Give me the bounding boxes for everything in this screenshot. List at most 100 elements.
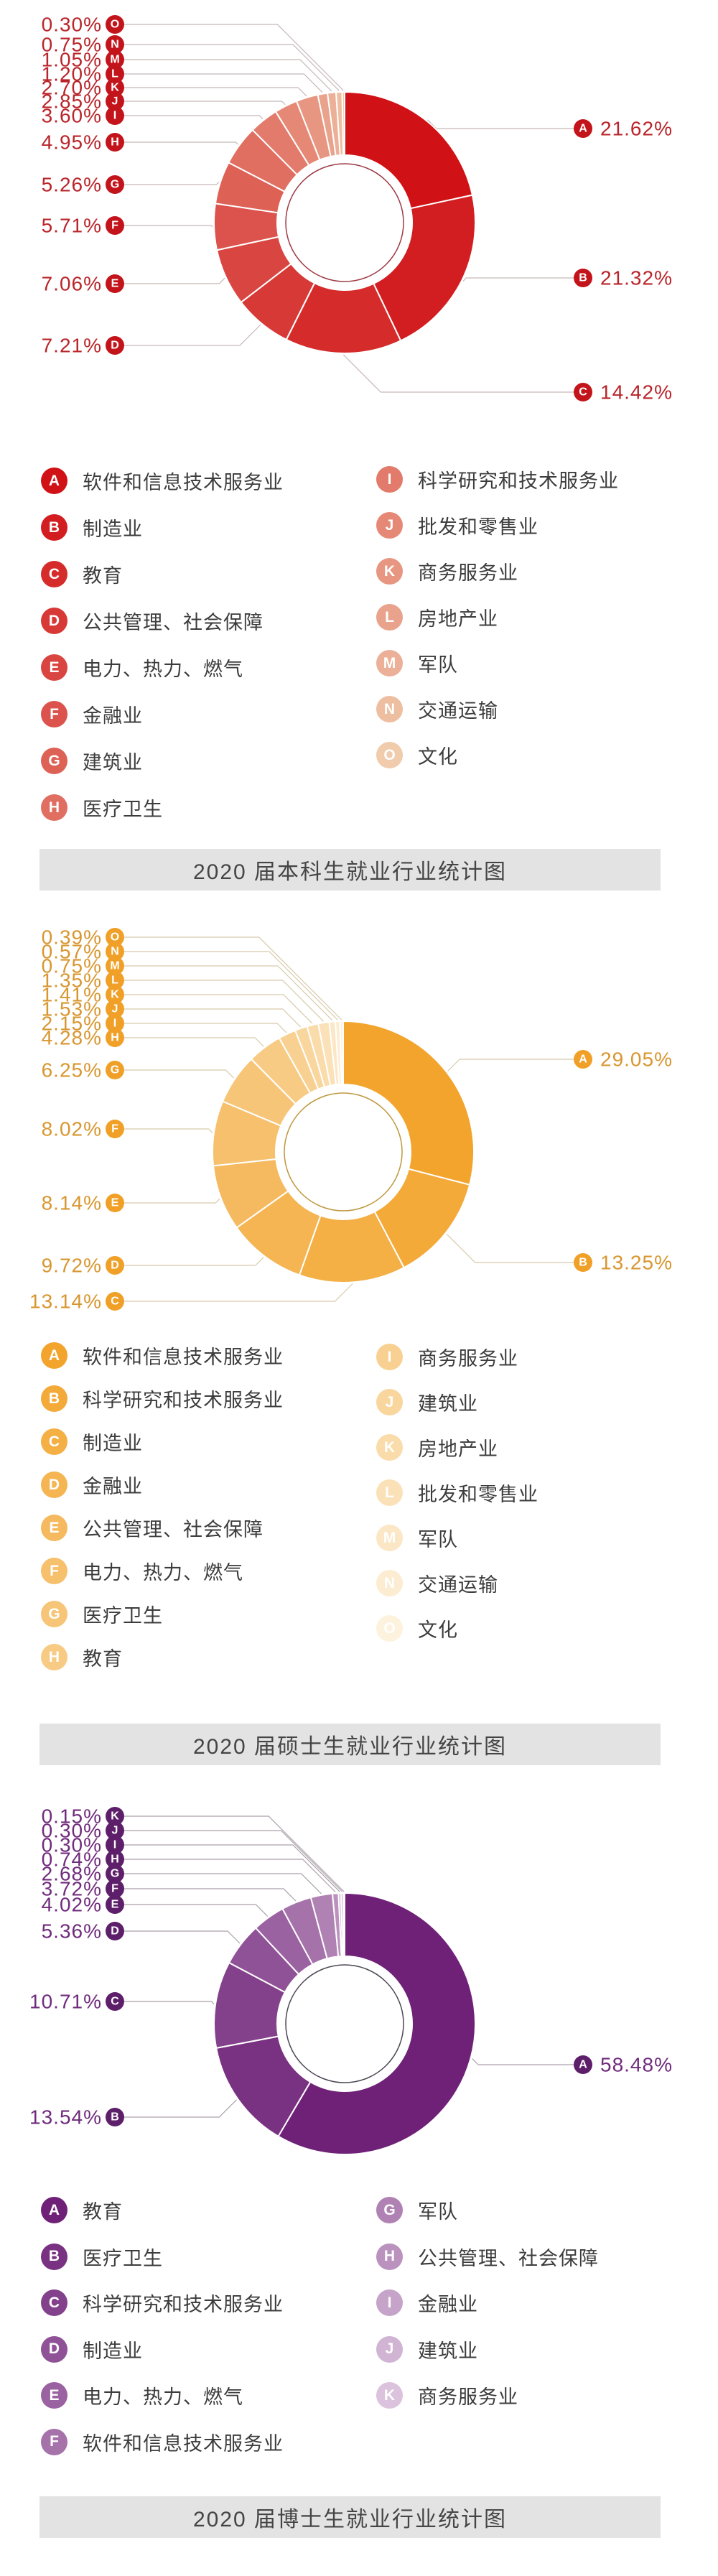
callout-badge-E — [106, 274, 124, 293]
donut-chart-master: A 29.05% B 13.25% C 13.14% D 9.72% E 8.14% F 8.02% G… — [29, 926, 672, 1313]
callout-badge-L — [106, 971, 124, 990]
legend-item-N: N 交通运输 — [376, 1569, 498, 1597]
callout-value-F: 8.02% — [42, 1118, 102, 1140]
leader-line-C — [342, 354, 574, 393]
legend-label-D: 金融业 — [83, 1476, 143, 1497]
legend-item-A: A 软件和信息技术服务业 — [41, 467, 284, 495]
legend-label-B: 医疗卫生 — [83, 2247, 163, 2269]
callout-letter-B: B — [579, 1257, 587, 1269]
callout-value-I: 3.60% — [42, 105, 102, 127]
callout-letter-B: B — [579, 272, 587, 284]
callout-badge-K — [106, 985, 124, 1004]
callout-badge-A — [574, 2055, 592, 2074]
legend-item-L: L 批发和零售业 — [376, 1479, 538, 1507]
legend-badge-B: B — [41, 1385, 67, 1412]
callout-letter-K: K — [111, 1810, 119, 1823]
legend-label-F: 电力、热力、燃气 — [83, 1562, 243, 1584]
leader-line-K — [124, 1815, 345, 1892]
callout-letter-L: L — [111, 68, 118, 80]
leader-line-F — [124, 1128, 213, 1133]
legend-label-K: 商务服务业 — [418, 2386, 518, 2408]
callout-badge-A — [574, 119, 592, 138]
legend-label-B: 制造业 — [83, 519, 143, 540]
legend-item-I: I 金融业 — [376, 2289, 478, 2317]
callout-badge-L — [106, 65, 124, 83]
legend-label-C: 科学研究和技术服务业 — [83, 2294, 284, 2315]
legend-item-G: G 军队 — [376, 2196, 458, 2224]
callout-badge-D — [106, 1922, 124, 1940]
legend-item-D: D 公共管理、社会保障 — [41, 607, 264, 635]
callout-badge-H — [106, 133, 124, 152]
callout-badge-D — [106, 1256, 124, 1275]
callout-value-K: 1.41% — [42, 984, 102, 1006]
legend-item-A: A 软件和信息技术服务业 — [41, 1342, 284, 1370]
legend-badge-F: F — [41, 701, 67, 727]
leader-line-E — [124, 1198, 220, 1204]
callout-letter-H: H — [111, 1854, 119, 1866]
legend-badge-C: C — [41, 1428, 67, 1455]
slice-K — [342, 1892, 345, 1957]
callout-badge-C — [574, 383, 592, 401]
callout-letter-E: E — [111, 1899, 119, 1911]
leader-line-B — [446, 1233, 574, 1263]
chart-title-bachelor: 2020 届本科生就业行业统计图 — [39, 849, 661, 891]
legend-badge-N: N — [376, 1570, 403, 1596]
legend-item-M: M 军队 — [376, 1524, 458, 1552]
callout-value-O: 0.30% — [42, 14, 102, 36]
callout-value-E: 4.02% — [42, 1894, 102, 1916]
leader-line-H — [124, 1037, 264, 1047]
callout-badge-H — [106, 1028, 124, 1047]
legend-item-O: O 文化 — [376, 741, 458, 769]
callout-badge-M — [106, 957, 124, 975]
callout-letter-B: B — [111, 2111, 119, 2124]
callout-value-B: 13.54% — [29, 2106, 102, 2129]
legend-badge-D: D — [41, 1471, 67, 1498]
legend-label-O: 文化 — [418, 1619, 458, 1641]
legend-badge-D: D — [41, 608, 67, 634]
legend-badge-L: L — [376, 1479, 403, 1506]
leader-line-I — [124, 1844, 340, 1892]
callout-letter-F: F — [111, 220, 118, 232]
donut-chart-bachelor: A 21.62% B 21.32% C 14.42% D 7.21% E 7.06% F 5.71% G… — [42, 14, 672, 404]
callout-value-N: 0.57% — [42, 941, 102, 963]
legend-label-B: 科学研究和技术服务业 — [83, 1390, 284, 1411]
legend-label-F: 软件和信息技术服务业 — [83, 2432, 284, 2455]
legend-item-I: I 商务服务业 — [376, 1343, 518, 1371]
callout-letter-A: A — [579, 2059, 587, 2071]
legend-item-C: C 教育 — [41, 560, 123, 588]
callout-badge-B — [574, 269, 592, 287]
leader-line-L — [124, 980, 324, 1022]
slice-A — [277, 1892, 476, 2155]
legend-badge-E: E — [41, 654, 67, 681]
legend-label-I: 金融业 — [418, 2294, 478, 2315]
callout-letter-C: C — [579, 386, 587, 399]
leader-line-O — [124, 24, 344, 91]
legend-badge-H: H — [41, 1644, 67, 1670]
legend-item-B: B 医疗卫生 — [41, 2243, 163, 2271]
callout-value-J: 2.85% — [42, 90, 102, 113]
legend-label-H: 教育 — [83, 1648, 123, 1670]
legend-badge-I: I — [376, 466, 403, 493]
callout-letter-D: D — [111, 1925, 119, 1938]
legend-item-O: O 文化 — [376, 1614, 458, 1642]
legend-item-D: D 制造业 — [41, 2335, 143, 2363]
callout-value-C: 10.71% — [29, 1991, 102, 2013]
legend-badge-J: J — [376, 2335, 403, 2363]
callout-badge-I — [106, 1836, 124, 1854]
legend-badge-J: J — [376, 512, 403, 539]
callout-badge-A — [574, 1050, 592, 1069]
legend-label-D: 制造业 — [83, 2340, 143, 2362]
callout-letter-N: N — [111, 39, 119, 51]
leader-line-G — [124, 1873, 322, 1894]
legend-label-E: 公共管理、社会保障 — [83, 1519, 264, 1540]
callout-letter-F: F — [111, 1123, 118, 1135]
inner-ring — [285, 163, 404, 282]
legend-badge-J: J — [376, 1389, 403, 1415]
legend-badge-F: F — [41, 1558, 67, 1584]
callout-badge-K — [106, 1807, 124, 1826]
callout-letter-A: A — [579, 123, 587, 135]
callout-letter-A: A — [579, 1054, 587, 1066]
legend-label-O: 文化 — [418, 746, 458, 768]
callout-badge-N — [106, 35, 124, 54]
legend-item-E: E 电力、热力、燃气 — [41, 654, 243, 682]
